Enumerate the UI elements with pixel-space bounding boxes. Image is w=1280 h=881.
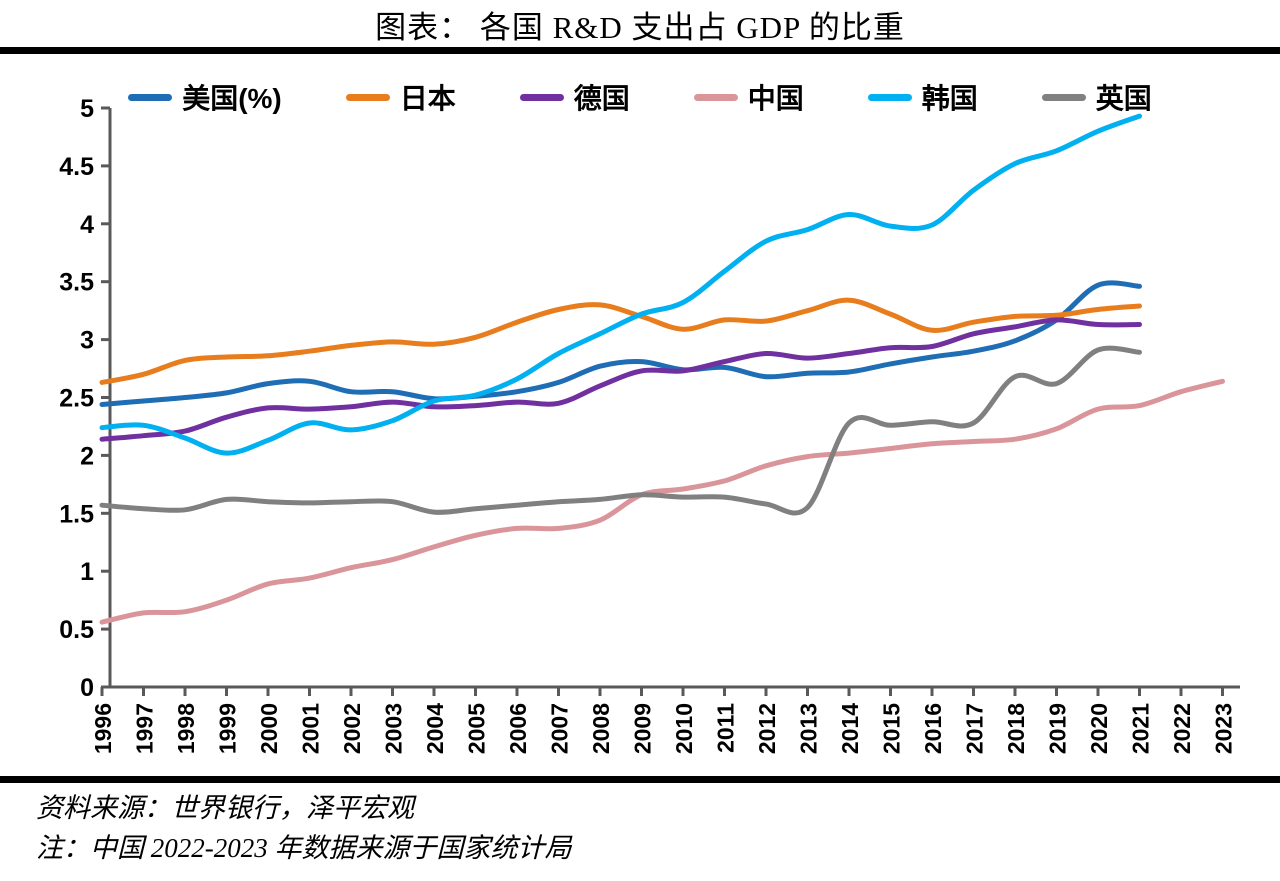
x-tick-label: 2006 (505, 703, 531, 754)
y-tick-label: 2 (80, 442, 94, 470)
legend-swatch-icon (867, 93, 912, 101)
x-tick-label: 2004 (422, 703, 448, 754)
legend-item-5: 英国 (1041, 77, 1152, 117)
x-tick-label: 2017 (962, 703, 988, 754)
legend-label: 美国(%) (182, 83, 282, 114)
x-tick-label: 2008 (588, 703, 614, 754)
x-tick-label: 2009 (630, 703, 656, 754)
y-tick-label: 2.5 (59, 385, 94, 413)
x-tick-label: 2005 (464, 703, 490, 754)
footnote: 注：中国 2022-2023 年数据来源于国家统计局 (36, 833, 572, 863)
y-tick-label: 3 (80, 327, 94, 355)
series-line-2 (99, 317, 1142, 442)
x-tick-label: 2022 (1169, 703, 1195, 754)
x-tick-label: 1997 (132, 703, 158, 754)
y-tick-label: 1 (80, 558, 94, 586)
legend-swatch-icon (128, 93, 173, 101)
legend-swatch-icon (693, 93, 738, 101)
y-tick-label: 4.5 (59, 153, 94, 181)
series-line-5 (99, 345, 1142, 516)
x-tick-label: 2016 (920, 703, 946, 754)
x-tick-label: 2013 (796, 703, 822, 754)
y-tick-label: 3.5 (59, 269, 94, 297)
x-tick-label: 2019 (1045, 703, 1071, 754)
x-tick-label: 2011 (713, 703, 739, 753)
y-tick-label: 0.5 (59, 616, 94, 644)
source-note: 资料来源：世界银行，泽平宏观 (36, 793, 414, 823)
bottom-divider (0, 776, 1280, 783)
top-divider (0, 47, 1280, 54)
legend-item-0: 美国(%) (128, 77, 282, 117)
legend-swatch-icon (1041, 93, 1086, 101)
legend-label: 英国 (1095, 83, 1152, 114)
x-tick-label: 2021 (1128, 703, 1154, 754)
legend-label: 韩国 (921, 83, 978, 114)
chart-title: 图表： 各国 R&D 支出占 GDP 的比重 (375, 10, 905, 45)
x-tick-label: 2001 (298, 703, 324, 754)
chart-legend: 美国(%) 日本 德国 中国 韩国 英国 (0, 76, 1280, 118)
x-tick-label: 1998 (173, 703, 199, 754)
x-tick-label: 2014 (837, 703, 863, 754)
legend-label: 德国 (573, 83, 630, 114)
legend-swatch-icon (345, 93, 390, 101)
x-tick-label: 2007 (547, 703, 573, 754)
x-tick-label: 1996 (90, 703, 116, 754)
x-tick-label: 1999 (215, 703, 241, 754)
axis-lines (108, 108, 1240, 689)
y-tick-label: 1.5 (59, 500, 94, 528)
y-tick-label: 0 (80, 674, 94, 702)
legend-label: 中国 (747, 83, 804, 114)
x-tick-label: 2012 (754, 703, 780, 754)
x-tick-label: 2003 (381, 703, 407, 754)
x-tick-label: 2010 (671, 703, 697, 754)
legend-item-3: 中国 (693, 77, 804, 117)
x-tick-label: 2018 (1003, 703, 1029, 754)
series-line-3 (99, 378, 1225, 625)
legend-swatch-icon (519, 93, 564, 101)
series-line-4 (99, 113, 1142, 456)
series-line-1 (99, 297, 1142, 385)
series-line-0 (99, 280, 1142, 407)
x-tick-label: 2002 (339, 703, 365, 754)
legend-item-2: 德国 (519, 77, 630, 117)
x-tick-label: 2015 (879, 703, 905, 754)
y-tick-label: 5 (80, 95, 94, 123)
x-tick-label: 2023 (1211, 703, 1237, 754)
x-tick-label: 2000 (256, 703, 282, 754)
legend-label: 日本 (399, 83, 456, 114)
x-tick-label: 2020 (1086, 703, 1112, 754)
legend-item-4: 韩国 (867, 77, 978, 117)
legend-item-1: 日本 (345, 77, 456, 117)
y-tick-label: 4 (80, 211, 94, 239)
